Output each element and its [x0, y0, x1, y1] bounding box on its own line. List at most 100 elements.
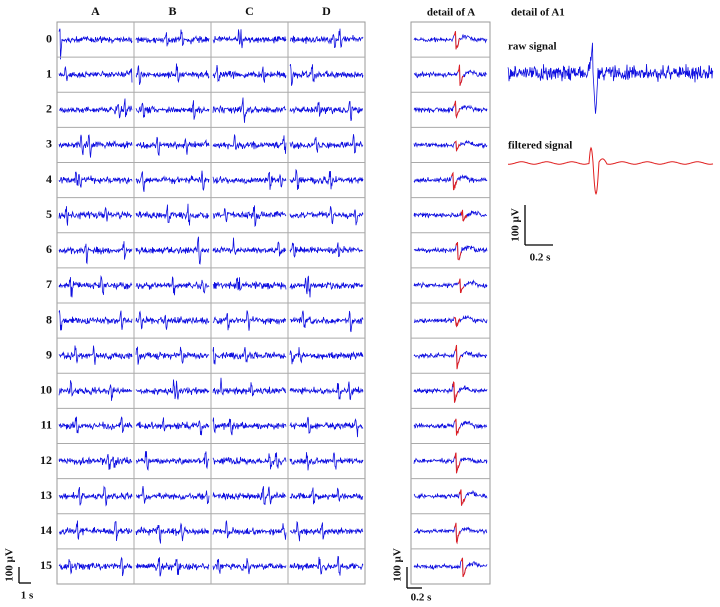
signal-trace	[212, 346, 287, 365]
signal-trace	[135, 310, 210, 330]
signal-trace	[289, 206, 364, 226]
detail-trace-highlight	[451, 171, 458, 191]
row-label: 13	[40, 488, 52, 502]
signal-trace	[58, 520, 133, 542]
row-label: 6	[46, 242, 52, 256]
signal-trace	[58, 98, 133, 119]
signal-trace	[212, 486, 287, 506]
detail-trace-highlight	[454, 522, 461, 545]
detail-title: detail of A	[427, 7, 475, 19]
signal-trace	[289, 347, 364, 365]
signal-trace	[58, 345, 133, 365]
signal-trace	[212, 452, 287, 470]
signal-trace	[289, 63, 364, 86]
detail-trace	[413, 139, 488, 152]
detail-trace	[413, 31, 488, 50]
column-label: C	[245, 4, 254, 18]
row-label: 9	[46, 347, 52, 361]
detail-trace-highlight	[454, 452, 461, 474]
signal-trace	[135, 170, 210, 192]
row-label: 8	[46, 312, 52, 326]
signal-trace	[212, 237, 287, 257]
scale-label: 100 µV	[4, 548, 16, 582]
detail-trace-highlight	[454, 140, 461, 152]
detail-trace	[413, 171, 488, 191]
signal-trace	[135, 29, 210, 47]
signal-trace	[212, 205, 287, 227]
row-label: 15	[40, 558, 52, 572]
detail-trace-highlight	[454, 418, 461, 436]
signal-trace	[135, 276, 210, 296]
row-label: 4	[46, 172, 52, 186]
signal-trace	[135, 522, 210, 544]
signal-trace	[58, 556, 133, 577]
row-label: 12	[40, 453, 52, 467]
signal-trace	[212, 377, 287, 397]
detail-trace-highlight	[460, 209, 467, 222]
detail-trace-highlight	[453, 100, 460, 119]
signal-trace	[289, 242, 364, 258]
detail-trace-highlight	[460, 557, 467, 578]
row-label: 14	[40, 523, 52, 537]
signal-trace	[135, 100, 210, 120]
traces	[56, 21, 714, 585]
detail-trace	[413, 344, 488, 370]
signal-trace	[289, 520, 364, 542]
detail-trace	[413, 314, 488, 328]
signal-trace	[135, 136, 210, 156]
detail-trace-highlight	[452, 381, 459, 403]
signal-trace	[212, 520, 287, 540]
detail-trace	[413, 64, 488, 86]
column-label: D	[322, 4, 331, 18]
signal-trace	[58, 171, 133, 188]
row-label: 1	[46, 66, 52, 80]
scale-label: 100 µV	[392, 548, 404, 582]
scale-label: 0.2 s	[530, 252, 552, 264]
signal-trace	[58, 453, 133, 470]
detail-trace	[413, 557, 488, 578]
detail-trace-highlight	[453, 317, 460, 328]
filtered-trace	[508, 146, 714, 195]
row-label: 0	[46, 31, 52, 45]
detail-trace	[413, 242, 488, 261]
detail-trace	[413, 522, 488, 545]
signal-trace	[135, 63, 210, 85]
raw-trace	[507, 42, 714, 114]
signal-trace	[212, 277, 287, 292]
row-label: 7	[46, 277, 52, 291]
signal-trace	[58, 380, 133, 401]
signal-trace	[212, 29, 287, 49]
filtered-label: filtered signal	[508, 140, 572, 152]
signal-trace	[212, 310, 287, 331]
signal-trace	[289, 101, 364, 122]
detail-trace-highlight	[458, 278, 465, 294]
signal-trace	[58, 134, 133, 158]
signal-trace	[212, 134, 287, 154]
signal-trace	[135, 417, 210, 436]
signal-trace	[58, 28, 133, 60]
detail-trace-highlight	[455, 242, 462, 261]
detail-trace	[413, 278, 488, 293]
signal-trace	[289, 381, 364, 401]
raw-label: raw signal	[508, 41, 557, 53]
signal-trace	[58, 241, 133, 265]
signal-trace	[135, 236, 210, 265]
signal-trace	[136, 486, 210, 505]
detail-trace-highlight	[454, 344, 461, 370]
signal-trace	[212, 97, 287, 123]
scale-label: 100 µV	[510, 208, 522, 242]
signal-trace	[58, 310, 133, 331]
signal-trace	[58, 206, 133, 226]
detail-trace	[413, 452, 488, 474]
scale-label: 1 s	[21, 590, 34, 602]
signal-trace	[135, 203, 210, 226]
signal-trace	[212, 417, 287, 436]
row-label: 3	[46, 137, 52, 151]
detail-trace-highlight	[457, 64, 464, 86]
signal-trace	[289, 168, 364, 190]
signal-trace	[289, 416, 364, 438]
detail-trace	[413, 418, 488, 436]
signal-trace	[289, 28, 364, 49]
detail-trace	[413, 381, 488, 403]
signal-trace	[212, 558, 287, 575]
